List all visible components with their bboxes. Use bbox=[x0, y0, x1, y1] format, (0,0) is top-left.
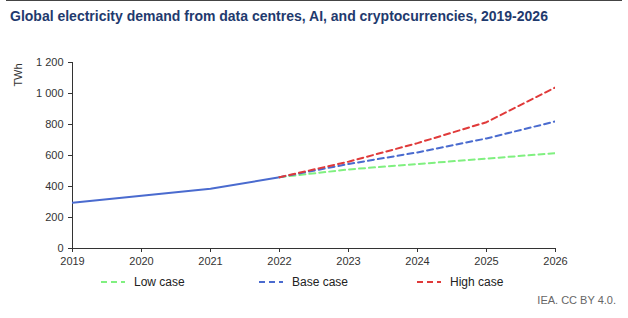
html-text:Low case: Low case bbox=[134, 275, 185, 289]
html-text:Global electricity demand from: Global electricity demand from data cent… bbox=[10, 8, 548, 24]
svg-text:600: 600 bbox=[45, 149, 63, 161]
html-text:High case: High case bbox=[450, 275, 504, 289]
html-text:Base case: Base case bbox=[292, 275, 348, 289]
html-text:IEA. CC BY 4.0.: IEA. CC BY 4.0. bbox=[537, 294, 616, 306]
svg-text:200: 200 bbox=[45, 211, 63, 223]
svg-text:2024: 2024 bbox=[405, 255, 429, 267]
svg-text:2020: 2020 bbox=[129, 255, 153, 267]
svg-text:2021: 2021 bbox=[198, 255, 222, 267]
svg-text:1 000: 1 000 bbox=[36, 87, 64, 99]
svg-text:2022: 2022 bbox=[267, 255, 291, 267]
svg-text:2026: 2026 bbox=[543, 255, 567, 267]
svg-text:TWh: TWh bbox=[12, 63, 24, 86]
svg-text:400: 400 bbox=[45, 180, 63, 192]
svg-text:800: 800 bbox=[45, 118, 63, 130]
svg-text:2023: 2023 bbox=[336, 255, 360, 267]
svg-text:2019: 2019 bbox=[60, 255, 84, 267]
svg-text:1 200: 1 200 bbox=[36, 56, 64, 68]
svg-text:0: 0 bbox=[57, 242, 63, 254]
svg-text:2025: 2025 bbox=[474, 255, 498, 267]
